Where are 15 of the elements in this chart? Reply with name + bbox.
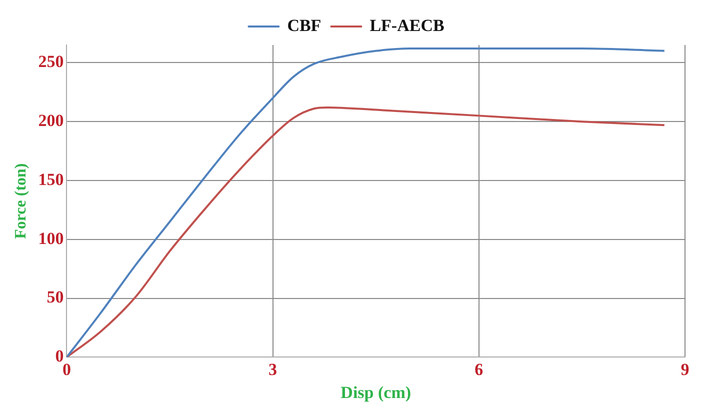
x-tick-label: 9 xyxy=(680,360,690,379)
y-tick-label: 250 xyxy=(38,52,64,72)
x-tick-label: 3 xyxy=(268,360,278,379)
line-series xyxy=(66,106,666,358)
x-tick-label: 6 xyxy=(474,360,484,379)
line-series xyxy=(66,48,666,358)
y-axis-title: Force (ton) xyxy=(12,163,30,239)
y-tick-label: 100 xyxy=(38,228,64,248)
y-tick-label: 50 xyxy=(46,288,64,307)
legend-label: LF-AECB xyxy=(370,16,444,35)
x-axis-title: Disp (cm) xyxy=(340,383,412,402)
legend-label: CBF xyxy=(287,16,322,35)
y-tick-label: 200 xyxy=(38,110,64,130)
y-tick-label: 0 xyxy=(55,346,64,366)
y-tick-label: 150 xyxy=(38,170,64,189)
